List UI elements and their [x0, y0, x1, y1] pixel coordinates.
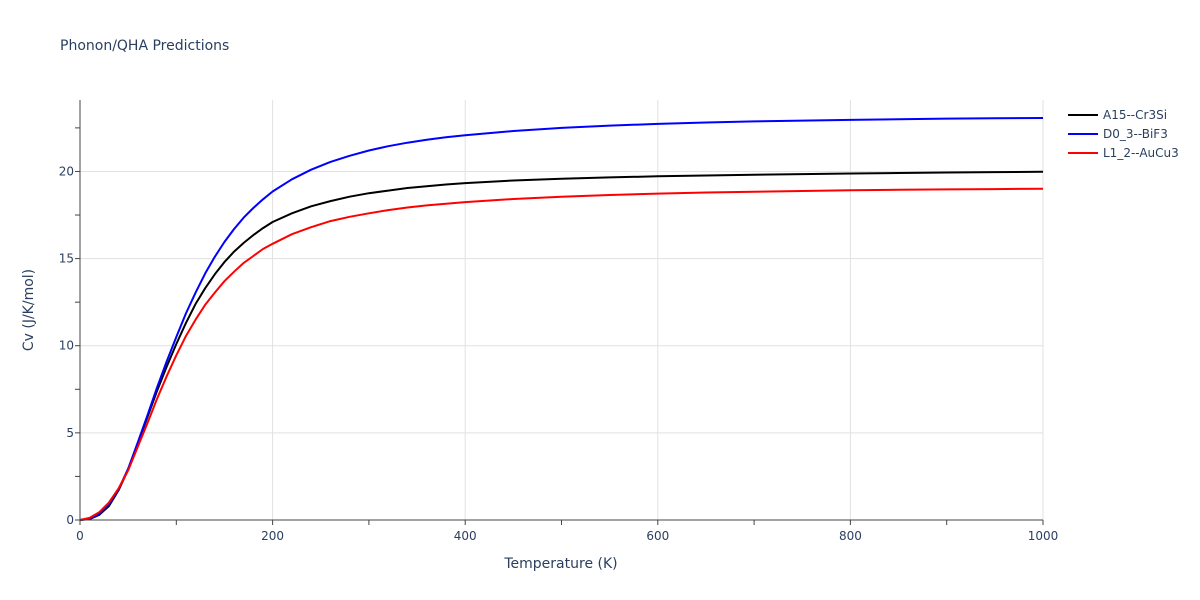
x-tick-label: 600: [646, 529, 669, 543]
y-tick-label: 10: [59, 339, 74, 353]
x-tick-label: 1000: [1028, 529, 1059, 543]
x-tick-label: 0: [76, 529, 84, 543]
y-tick-label: 0: [66, 513, 74, 527]
y-tick-label: 5: [66, 426, 74, 440]
x-axis-title: Temperature (K): [503, 556, 617, 572]
legend-label: L1_2--AuCu3: [1103, 146, 1179, 160]
legend-item-0[interactable]: A15--Cr3Si: [1068, 108, 1167, 122]
series-lines: [79, 117, 1044, 521]
series-line-1[interactable]: [79, 117, 1044, 521]
y-tick-label: 20: [59, 164, 74, 178]
legend[interactable]: A15--Cr3Si D0_3--BiF3 L1_2--AuCu3: [1068, 108, 1179, 160]
axes: 0 200 400 600 800 1000 0 5 10 15 20: [59, 100, 1059, 543]
y-tick-label: 15: [59, 252, 74, 266]
chart-title: Phonon/QHA Predictions: [60, 38, 229, 54]
x-tick-label: 800: [839, 529, 862, 543]
y-axis-title: Cv (J/K/mol): [21, 269, 37, 351]
legend-label: A15--Cr3Si: [1103, 108, 1167, 122]
grid: [80, 100, 1044, 520]
legend-item-2[interactable]: L1_2--AuCu3: [1068, 146, 1179, 160]
x-tick-label: 400: [454, 529, 477, 543]
series-line-2[interactable]: [79, 187, 1044, 521]
legend-label: D0_3--BiF3: [1103, 127, 1168, 141]
legend-item-1[interactable]: D0_3--BiF3: [1068, 127, 1168, 141]
x-tick-label: 200: [261, 529, 284, 543]
